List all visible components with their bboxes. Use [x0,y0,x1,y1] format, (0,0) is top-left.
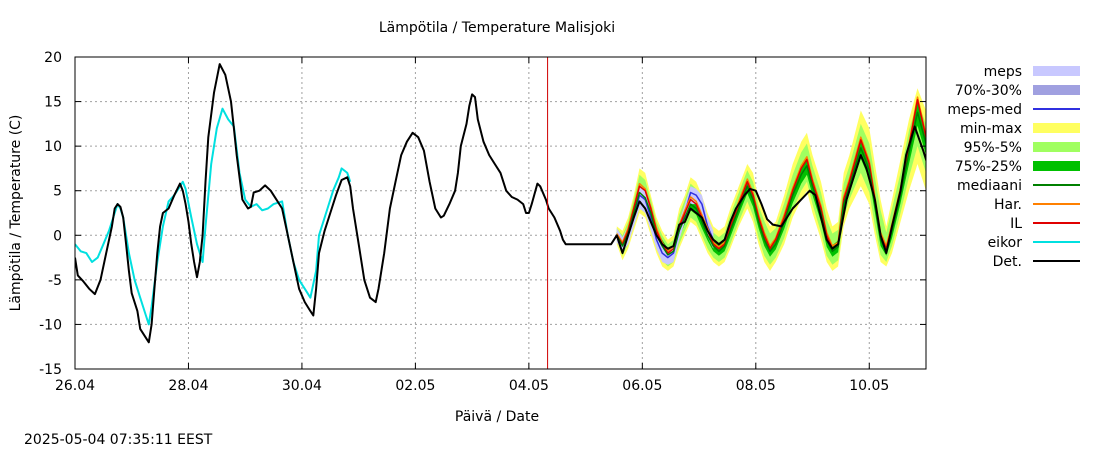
x-tick-label: 06.05 [622,378,662,394]
x-tick-label: 02.05 [395,378,435,394]
legend-swatch [1033,66,1080,76]
legend: meps 70%-30% meps-med min-max 95%-5% 75%-25% m… [947,64,1080,270]
y-tick-label: 15 [44,95,62,111]
chart-title: Lämpötila / Temperature Malisjoki [379,20,615,36]
x-tick-label: 10.05 [849,378,889,394]
y-tick-label: -15 [39,362,62,378]
timestamp-label: 2025-05-04 07:35:11 EEST [24,432,213,448]
y-tick-label: 20 [44,50,62,66]
x-axis-label: Päivä / Date [455,409,539,425]
legend-label: IL [1010,216,1022,232]
legend-label: 95%-5% [964,140,1022,156]
legend-swatch [1033,123,1080,133]
x-tick-label: 04.05 [509,378,549,394]
y-tick-label: 10 [44,139,62,155]
x-axis-ticks: 26.04 28.04 30.04 02.05 04.05 06.05 08.05 10.05 [55,57,889,394]
legend-label: eikor [988,235,1023,251]
x-tick-label: 28.04 [168,378,208,394]
y-tick-label: -10 [39,317,62,333]
plot-frame [74,56,927,370]
x-tick-label: 30.04 [282,378,322,394]
y-axis-ticks: -15 -10 -5 0 5 10 15 20 [39,50,926,378]
y-axis-label: Lämpötila / Temperature (C) [8,115,24,312]
series-layer [75,63,926,344]
legend-label: 70%-30% [955,83,1022,99]
legend-swatch [1033,85,1080,95]
x-tick-label: 26.04 [55,378,95,394]
y-tick-label: 0 [53,228,62,244]
band-95-5- [616,101,926,267]
legend-label: meps [984,64,1022,80]
legend-label: meps-med [947,102,1022,118]
legend-label: Det. [993,254,1022,270]
legend-label: 75%-25% [955,159,1022,175]
series-det- [75,63,926,344]
legend-label: Har. [994,197,1022,213]
legend-label: mediaani [957,178,1022,194]
y-tick-label: 5 [53,184,62,200]
x-tick-label: 08.05 [736,378,776,394]
legend-label: min-max [960,121,1022,137]
y-tick-label: -5 [48,273,62,289]
legend-swatch [1033,161,1080,171]
legend-swatch [1033,142,1080,152]
